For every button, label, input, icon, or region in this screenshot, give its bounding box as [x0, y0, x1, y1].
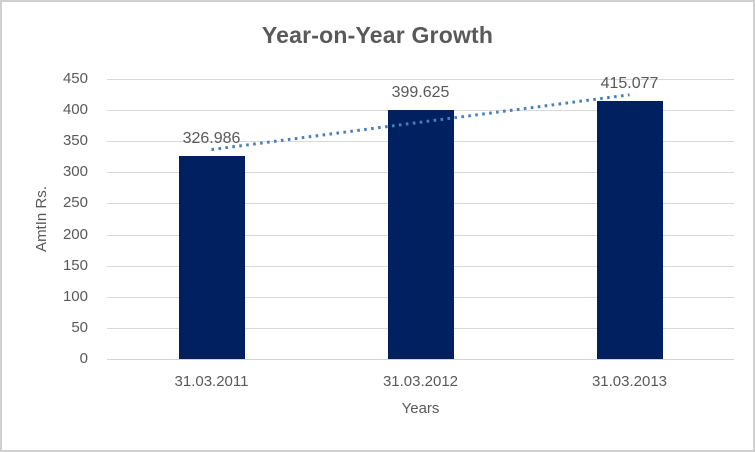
- data-label-31.03.2012: 399.625: [391, 84, 450, 102]
- y-tick-label-50: 50: [71, 318, 88, 336]
- bar-31.03.2013: [596, 100, 663, 359]
- bar-31.03.2011: [178, 155, 245, 359]
- x-tick-label-31.03.2011: 31.03.2011: [174, 373, 249, 390]
- x-tick-label-31.03.2012: 31.03.2012: [382, 373, 459, 390]
- y-tick-label-300: 300: [62, 163, 88, 181]
- data-label-31.03.2013: 415.077: [600, 74, 659, 92]
- y-tick-label-150: 150: [62, 256, 88, 274]
- y-tick-label-0: 0: [79, 350, 88, 367]
- y-tick-label-400: 400: [62, 101, 88, 119]
- data-label-31.03.2011: 326.986: [182, 129, 241, 147]
- y-tick-label-450: 450: [62, 70, 88, 87]
- x-tick-label-31.03.2013: 31.03.2013: [591, 373, 668, 390]
- bar-31.03.2012: [387, 110, 454, 359]
- y-axis-title: AmtIn Rs.: [33, 186, 50, 252]
- x-axis-line: [107, 359, 734, 360]
- chart-title: Year-on-Year Growth: [261, 22, 494, 48]
- y-tick-label-200: 200: [62, 225, 88, 243]
- gridline-450: [107, 79, 734, 80]
- y-tick-label-250: 250: [62, 194, 88, 212]
- y-tick-label-100: 100: [62, 287, 88, 305]
- y-tick-label-350: 350: [62, 132, 88, 150]
- x-axis-title: Years: [401, 400, 440, 417]
